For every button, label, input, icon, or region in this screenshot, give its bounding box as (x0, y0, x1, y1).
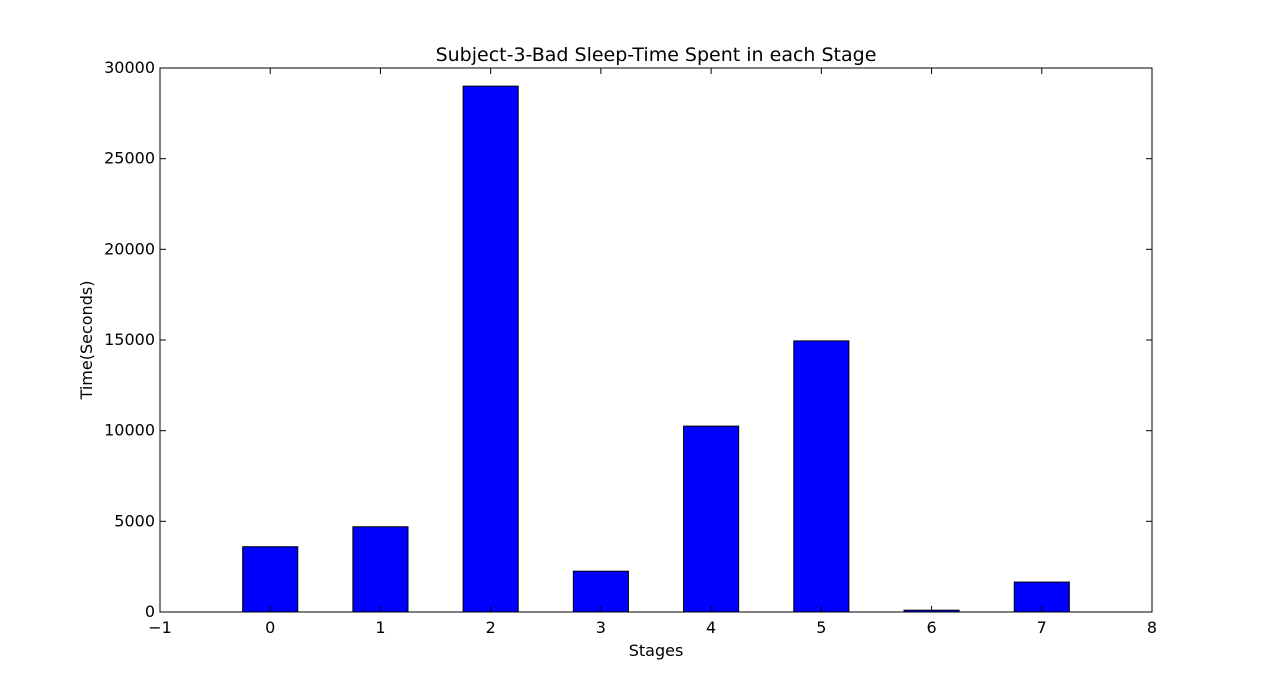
y-tick-label: 30000 (104, 58, 155, 77)
y-tick-label: 5000 (114, 511, 155, 530)
bars-group (242, 85, 1070, 613)
y-axis-label: Time(Seconds) (77, 281, 96, 401)
bar-stage-5 (793, 340, 850, 613)
x-tick-label: −1 (148, 618, 172, 637)
bar-stage-0 (242, 546, 299, 613)
chart-title: Subject-3-Bad Sleep-Time Spent in each S… (436, 44, 877, 66)
bar-stage-4 (683, 425, 740, 613)
x-tick-label: 7 (1037, 618, 1047, 637)
x-axis-label: Stages (629, 641, 684, 660)
x-tick-label: 1 (375, 618, 385, 637)
x-tick-label: 8 (1147, 618, 1157, 637)
y-tick-label: 20000 (104, 239, 155, 258)
x-tick-label: 6 (926, 618, 936, 637)
x-tick-label: 4 (706, 618, 716, 637)
y-tick-label: 15000 (104, 330, 155, 349)
x-tick-label: 3 (596, 618, 606, 637)
x-tick-label: 5 (816, 618, 826, 637)
y-tick-label: 25000 (104, 149, 155, 168)
y-tick-label: 10000 (104, 421, 155, 440)
y-tick-label: 0 (145, 602, 155, 621)
bar-stage-2 (462, 85, 519, 613)
plot-frame (159, 67, 1153, 613)
x-tick-label: 2 (486, 618, 496, 637)
bar-stage-3 (572, 570, 629, 613)
ticks-group: −1 0 1 2 3 4 5 6 7 805000100001500020000250003000… (104, 58, 1157, 637)
bar-stage-1 (352, 526, 409, 613)
x-tick-label: 0 (265, 618, 275, 637)
